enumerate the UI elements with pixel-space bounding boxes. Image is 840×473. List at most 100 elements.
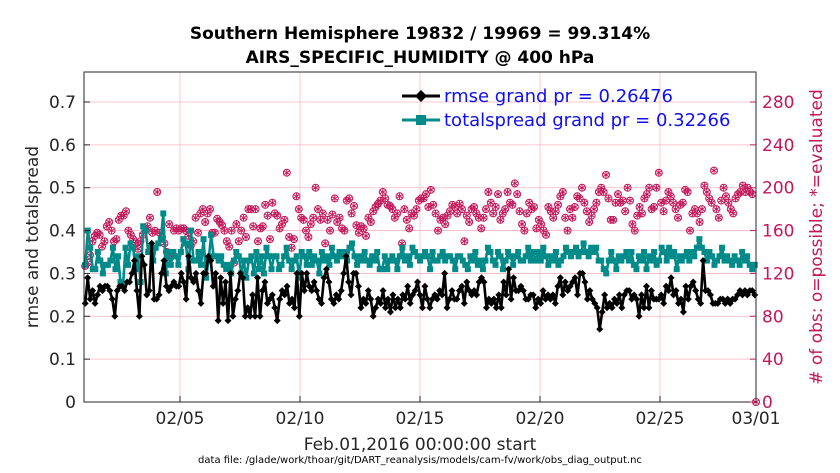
obs-evaluated-marker	[461, 237, 468, 245]
obs-evaluated-marker	[264, 212, 271, 220]
obs-evaluated-marker	[326, 227, 334, 235]
rmse-point	[539, 287, 547, 295]
totalspread-point	[104, 261, 111, 268]
totalspread-point	[125, 261, 132, 268]
obs-evaluated-stroke	[439, 215, 447, 220]
totalspread-point	[557, 257, 564, 264]
obs-evaluated-stroke	[511, 181, 519, 186]
totalspread-point	[686, 257, 693, 264]
obs-evaluated-stroke	[463, 213, 471, 218]
totalspread-point	[555, 261, 562, 268]
totalspread-point	[510, 261, 517, 268]
totalspread-point	[721, 257, 728, 264]
rmse-point	[667, 274, 675, 282]
totalspread-point	[263, 244, 270, 251]
obs-evaluated-stroke	[609, 217, 617, 223]
totalspread-point	[469, 257, 476, 264]
rmse-point	[596, 325, 604, 333]
totalspread-point	[92, 266, 99, 273]
totalspread-point	[482, 257, 489, 264]
totalspread-point	[414, 253, 421, 260]
obs-evaluated-stroke	[701, 183, 708, 188]
obs-evaluated-marker	[434, 227, 442, 235]
totalspread-point	[107, 257, 114, 264]
obs-evaluated-marker	[362, 232, 370, 240]
obs-evaluated-stroke	[504, 189, 511, 195]
obs-evaluated-stroke	[684, 189, 691, 195]
totalspread-point	[691, 253, 698, 260]
obs-evaluated-stroke	[624, 185, 631, 190]
obs-evaluated-marker	[590, 205, 598, 213]
obs-evaluated-marker	[600, 188, 607, 196]
rmse-point	[382, 304, 390, 312]
totalspread-point	[547, 253, 554, 260]
totalspread-point	[500, 266, 507, 273]
x-tick-label: 02/10	[276, 409, 325, 429]
obs-evaluated-marker	[501, 205, 509, 213]
totalspread-point	[157, 236, 164, 243]
footnote: data file: /glade/work/thoar/git/DART_re…	[198, 455, 642, 466]
y-tick-label: 0.7	[49, 93, 76, 113]
totalspread-point	[195, 249, 202, 255]
totalspread-point	[495, 249, 502, 255]
rmse-point	[175, 282, 183, 290]
obs-evaluated-stroke	[497, 217, 504, 223]
obs-evaluated-stroke	[329, 212, 336, 217]
totalspread-point	[399, 244, 406, 251]
rmse-point	[340, 269, 348, 277]
totalspread-point	[620, 253, 627, 260]
obs-evaluated-stroke	[473, 211, 480, 216]
totalspread-point	[145, 249, 152, 255]
obs-evaluated-marker	[513, 190, 521, 198]
obs-evaluated-marker	[605, 194, 612, 202]
totalspread-point	[303, 261, 310, 268]
totalspread-point	[726, 257, 733, 264]
obs-evaluated-marker	[653, 184, 660, 192]
obs-evaluated-stroke	[360, 226, 367, 231]
y2-tick-label: 0	[762, 393, 773, 413]
totalspread-point	[593, 244, 600, 251]
totalspread-point	[316, 270, 323, 277]
totalspread-point	[273, 253, 280, 260]
obs-evaluated-stroke	[213, 216, 221, 222]
obs-evaluated-marker	[715, 214, 723, 222]
totalspread-point	[487, 249, 494, 255]
obs-evaluated-stroke	[645, 185, 653, 190]
obs-evaluated-marker	[381, 194, 389, 202]
rmse-point	[633, 295, 641, 303]
obs-evaluated-marker	[669, 199, 677, 207]
totalspread-point	[200, 236, 207, 243]
rmse-point	[657, 291, 665, 299]
totalspread-point	[82, 261, 89, 268]
rmse-point	[231, 295, 239, 303]
obs-evaluated-marker	[621, 207, 629, 215]
obs-evaluated-marker	[403, 216, 411, 224]
obs-evaluated-stroke	[221, 228, 228, 233]
rmse-point	[89, 287, 97, 295]
totalspread-point	[225, 261, 232, 268]
totalspread-point	[356, 253, 363, 260]
obs-evaluated-stroke	[717, 198, 725, 203]
obs-evaluated-stroke	[600, 189, 607, 195]
obs-evaluated-stroke	[101, 239, 108, 244]
rmse-point	[202, 269, 210, 277]
rmse-point	[463, 278, 471, 286]
rmse-point	[130, 257, 138, 265]
obs-evaluated-stroke	[283, 170, 291, 175]
obs-evaluated-marker	[252, 205, 259, 213]
obs-evaluated-stroke	[252, 206, 259, 212]
obs-evaluated-stroke	[698, 206, 706, 212]
rmse-point	[593, 304, 601, 312]
totalspread-point	[341, 249, 348, 255]
obs-evaluated-stroke	[487, 200, 495, 205]
obs-evaluated-stroke	[621, 209, 629, 214]
rmse-point	[677, 295, 685, 303]
obs-evaluated-marker	[261, 201, 269, 209]
totalspread-point	[288, 266, 295, 273]
totalspread-point	[427, 266, 434, 273]
rmse-point	[298, 269, 306, 277]
totalspread-point	[331, 253, 338, 260]
rmse-point	[480, 278, 488, 286]
obs-evaluated-marker	[453, 209, 461, 217]
